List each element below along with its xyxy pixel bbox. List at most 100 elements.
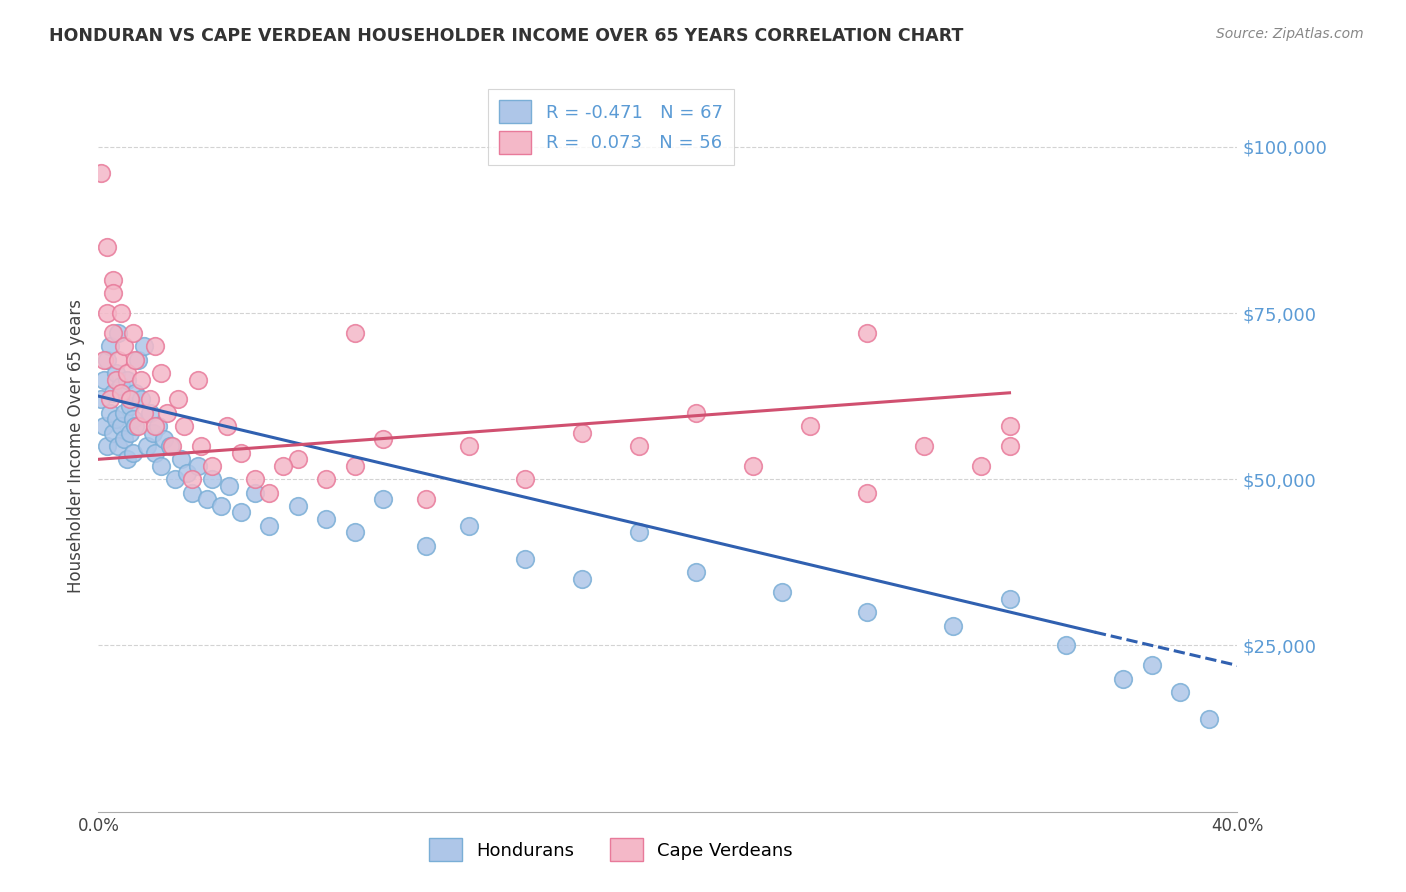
Point (201, 458, 224, 473)
Point (110, 385, 132, 400)
Point (127, 419, 149, 434)
Point (145, 445, 167, 459)
Point (118, 425, 141, 440)
Point (187, 372, 209, 386)
Point (150, 458, 173, 473)
Point (101, 273, 124, 287)
Point (770, 585, 793, 599)
Point (121, 445, 143, 459)
Point (135, 439, 157, 453)
Point (998, 439, 1021, 453)
Point (571, 572, 593, 586)
Point (170, 452, 193, 467)
Point (121, 326, 143, 340)
Point (229, 445, 252, 459)
Point (96, 352, 118, 367)
Point (628, 439, 651, 453)
Point (138, 392, 160, 407)
Point (229, 506, 252, 520)
Point (93, 352, 115, 367)
Y-axis label: Householder Income Over 65 years: Householder Income Over 65 years (66, 299, 84, 593)
Point (415, 539, 437, 553)
Point (515, 552, 537, 566)
Point (942, 618, 965, 632)
Point (124, 352, 146, 367)
Point (156, 406, 179, 420)
Point (124, 419, 146, 434)
Point (181, 472, 204, 486)
Point (799, 419, 821, 434)
Point (1056, 639, 1078, 653)
Point (209, 499, 232, 513)
Point (165, 472, 187, 486)
Point (90, 392, 112, 407)
Point (96, 306, 118, 320)
Point (287, 499, 309, 513)
Point (112, 406, 135, 420)
Point (98, 406, 121, 420)
Point (104, 372, 127, 386)
Point (1198, 712, 1220, 726)
Point (343, 525, 366, 540)
Point (515, 472, 537, 486)
Point (201, 472, 224, 486)
Point (856, 605, 879, 619)
Point (457, 439, 479, 453)
Point (373, 492, 395, 507)
Point (343, 458, 366, 473)
Point (998, 419, 1021, 434)
Point (145, 339, 167, 353)
Point (138, 406, 160, 420)
Point (112, 433, 135, 447)
Point (218, 479, 240, 493)
Point (90, 166, 112, 180)
Point (373, 433, 395, 447)
Point (115, 452, 138, 467)
Point (115, 372, 138, 386)
Point (1112, 672, 1135, 686)
Point (571, 425, 593, 440)
Point (110, 306, 132, 320)
Point (457, 518, 479, 533)
Point (124, 385, 146, 400)
Point (132, 339, 155, 353)
Point (173, 419, 195, 434)
Point (153, 433, 176, 447)
Point (259, 518, 281, 533)
Point (176, 466, 198, 480)
Point (167, 392, 190, 407)
Point (93, 419, 115, 434)
Point (101, 385, 124, 400)
Point (132, 406, 155, 420)
Point (195, 492, 218, 507)
Point (96, 439, 118, 453)
Text: HONDURAN VS CAPE VERDEAN HOUSEHOLDER INCOME OVER 65 YEARS CORRELATION CHART: HONDURAN VS CAPE VERDEAN HOUSEHOLDER INC… (49, 27, 963, 45)
Point (187, 458, 209, 473)
Point (415, 492, 437, 507)
Point (104, 412, 127, 426)
Point (110, 379, 132, 393)
Point (243, 472, 266, 486)
Point (93, 372, 115, 386)
Point (104, 366, 127, 380)
Point (96, 239, 118, 253)
Point (912, 439, 935, 453)
Point (856, 326, 879, 340)
Point (162, 439, 184, 453)
Point (107, 326, 129, 340)
Text: Source: ZipAtlas.com: Source: ZipAtlas.com (1216, 27, 1364, 41)
Point (141, 425, 163, 440)
Point (127, 352, 149, 367)
Point (215, 419, 238, 434)
Point (742, 458, 765, 473)
Point (101, 286, 124, 301)
Point (287, 452, 309, 467)
Point (148, 419, 170, 434)
Point (118, 392, 141, 407)
Point (856, 485, 879, 500)
Point (110, 419, 132, 434)
Point (343, 326, 366, 340)
Point (112, 339, 135, 353)
Legend: Hondurans, Cape Verdeans: Hondurans, Cape Verdeans (422, 830, 800, 869)
Point (98, 392, 121, 407)
